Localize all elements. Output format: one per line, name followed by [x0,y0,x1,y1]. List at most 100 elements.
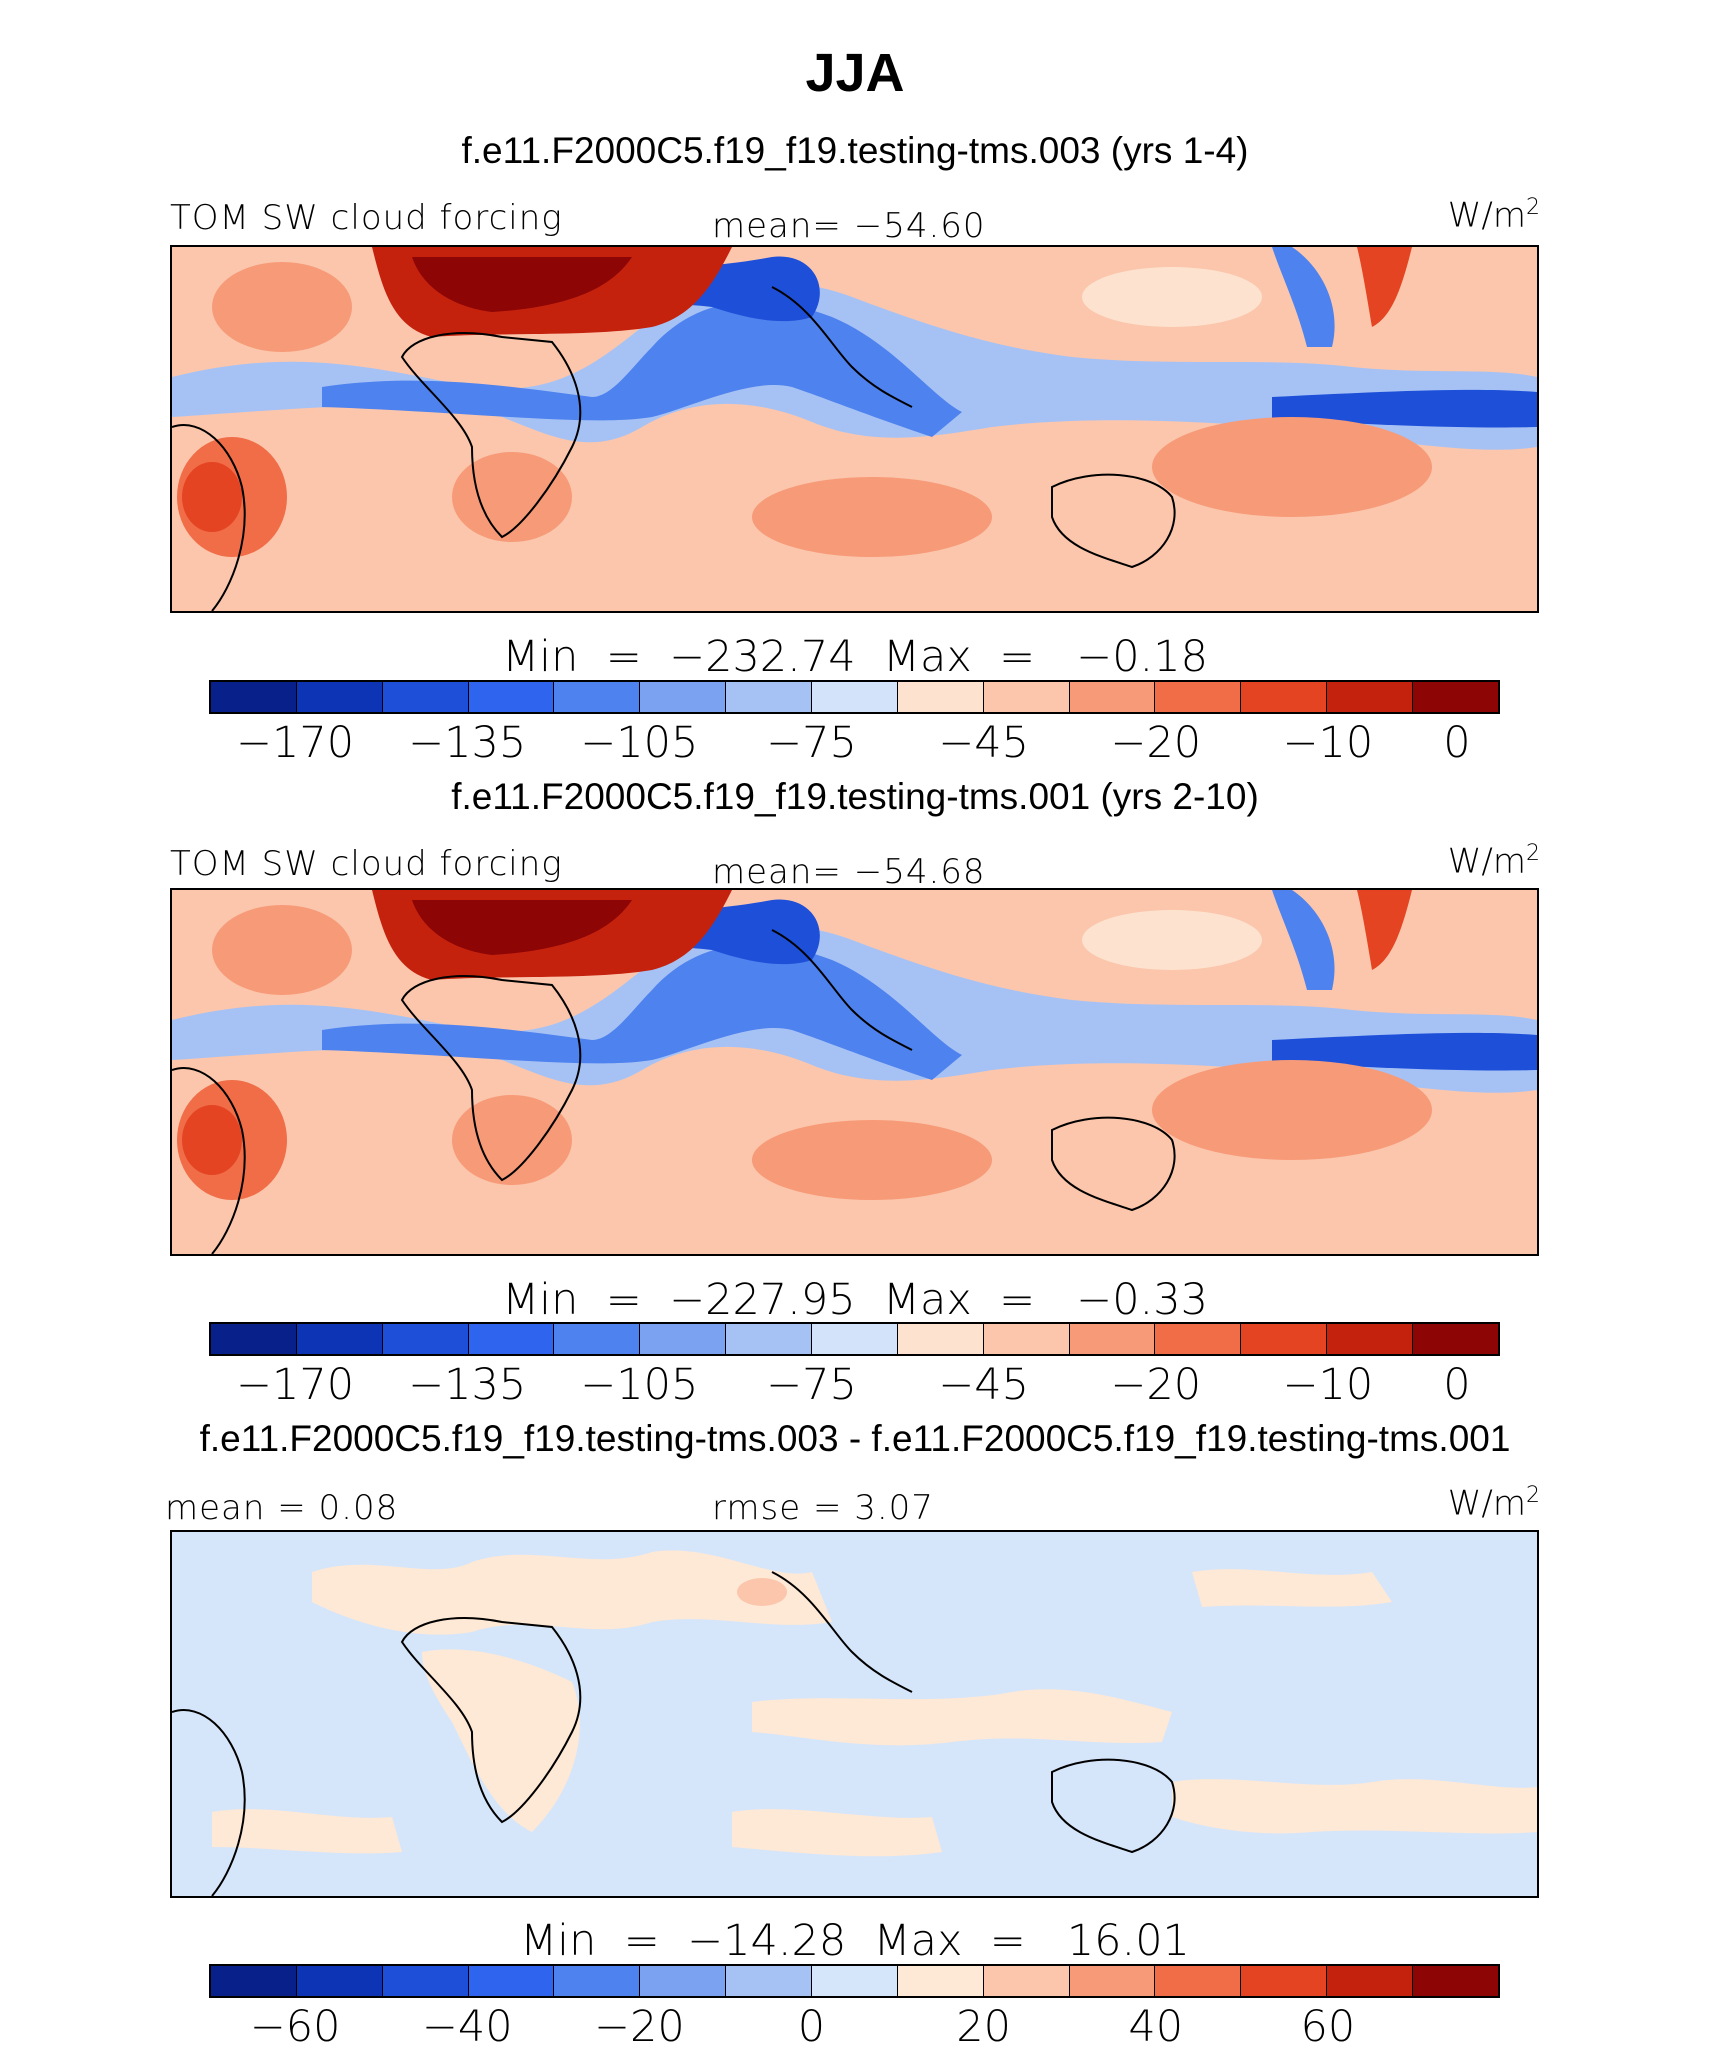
colorbar-box [1155,1324,1242,1354]
panel-3-case-title: f.e11.F2000C5.f19_f19.testing-tms.003 - … [199,1418,1511,1459]
coastline-africa [400,975,582,1182]
panel-3-map [170,1530,1539,1898]
panel-1-variable-label: TOM SW cloud forcing [170,198,563,238]
colorbar-tick-label: −170 [236,1360,355,1410]
colorbar-tick-label: 0 [1443,1360,1471,1410]
contour-cream-north-pacific [1082,910,1262,970]
colorbar-box [1241,1324,1328,1354]
colorbar-box [1069,1966,1156,1996]
colorbar-tick-label: −75 [766,718,857,768]
colorbar-box [812,682,898,712]
colorbar-box [382,1324,469,1354]
contour-red-south-atlantic-core [182,1105,242,1175]
colorbar-tick-label: 0 [1443,718,1471,768]
colorbar-box [1413,682,1498,712]
colorbar-box [1241,682,1328,712]
colorbar-tick-label: −75 [766,1360,857,1410]
colorbar-tick-label: −135 [408,1360,527,1410]
colorbar-box [897,1324,984,1354]
panel-2-variable-label: TOM SW cloud forcing [170,844,563,884]
panel-2-map-svg [172,890,1537,1254]
colorbar-box [1069,1324,1156,1354]
colorbar-box [211,1324,297,1354]
panel-2-min-max: Min = −227.95 Max = −0.33 [502,1275,1208,1325]
figure-title: JJA [805,43,905,103]
contour-red-south-atlantic-core [182,462,242,532]
colorbar-tick-label: −10 [1282,718,1374,768]
colorbar-box [554,682,641,712]
contour-orange-north-atlantic [212,905,352,995]
contour-red-california [1357,890,1412,970]
contour-orange-north-atlantic [212,262,352,352]
contour-cream-south-pacific [1172,1779,1537,1834]
panel-1-map-svg [172,247,1537,611]
coastline-australia [1051,1758,1176,1854]
contour-cream-africa [422,1649,580,1832]
colorbar-tick-label: −10 [1282,1360,1374,1410]
colorbar-box [382,1966,469,1996]
contour-orange-indian-ocean [752,477,992,557]
coastline-australia [1051,473,1176,569]
colorbar-box [1327,1324,1414,1354]
contour-orange-tibet-patch [737,1578,787,1606]
contour-blue-monsoon [322,944,962,1080]
colorbar-box [1327,682,1414,712]
colorbar-tick-label: 20 [956,2002,1011,2052]
colorbar-box [1155,682,1242,712]
colorbar-tick-label: −135 [408,718,527,768]
contour-darkred-sahara-core [412,257,632,312]
colorbar-tick-label: 0 [797,2002,826,2052]
coastline-africa [400,1617,582,1824]
colorbar-box [897,682,984,712]
colorbar-box [640,1966,727,1996]
coastline-south-america [172,1067,246,1254]
colorbar-box [554,1324,641,1354]
colorbar-tick-label: −105 [580,1360,699,1410]
panel-3-map-svg [172,1532,1537,1896]
panel-1-map [170,245,1539,613]
coastline-australia [1051,1116,1176,1212]
panel-1-case-title: f.e11.F2000C5.f19_f19.testing-tms.003 (y… [461,130,1249,171]
panel-3-units: W/m2 [1447,1483,1540,1524]
panel-1-min-max: Min = −232.74 Max = −0.18 [502,632,1208,682]
colorbar-tick-label: −20 [593,2002,685,2052]
colorbar-box [812,1966,898,1996]
colorbar-tick-label: −105 [580,718,699,768]
colorbar-box [468,682,555,712]
contour-cream-indian-ocean [752,1689,1172,1746]
colorbar-box [726,1966,813,1996]
panel-1-units: W/m2 [1447,195,1540,236]
colorbar-tick-label: −60 [249,2002,341,2052]
colorbar-box [1069,682,1156,712]
contour-orange-indian-ocean [752,1120,992,1200]
contour-cream-south-indian [732,1809,942,1857]
contour-orange-angola [452,1095,572,1185]
panel-2-case-title: f.e11.F2000C5.f19_f19.testing-tms.001 (y… [451,776,1259,817]
panel-3-mean: mean = 0.08 [165,1488,399,1528]
colorbar-box [1413,1324,1498,1354]
colorbar-box [1327,1966,1414,1996]
colorbar-box [640,1324,727,1354]
panel-3-colorbar [209,1964,1500,1998]
contour-cream-south-atlantic [212,1809,402,1854]
contour-darkred-sahara-core [412,900,632,955]
panel-2-mean: mean= −54.68 [712,852,986,892]
coastline-asia [771,286,913,408]
contour-blue-monsoon [322,301,962,437]
colorbar-tick-label: −45 [938,718,1029,768]
coastline-asia [771,929,913,1051]
colorbar-tick-label: 40 [1128,2002,1184,2052]
colorbar-box [983,1324,1070,1354]
contour-cream-north [312,1550,832,1635]
colorbar-box [1155,1966,1242,1996]
colorbar-box [897,1966,984,1996]
contour-red-california [1357,247,1412,327]
contour-dark-blue-east-pacific [1272,1032,1537,1071]
colorbar-box [1241,1966,1328,1996]
colorbar-tick-label: −40 [421,2002,513,2052]
colorbar-tick-label: −20 [1110,718,1202,768]
contour-orange-angola [452,452,572,542]
contour-orange-south-pacific [1152,1060,1432,1160]
panel-1-mean: mean= −54.60 [712,206,986,246]
panel-2-map [170,888,1539,1256]
